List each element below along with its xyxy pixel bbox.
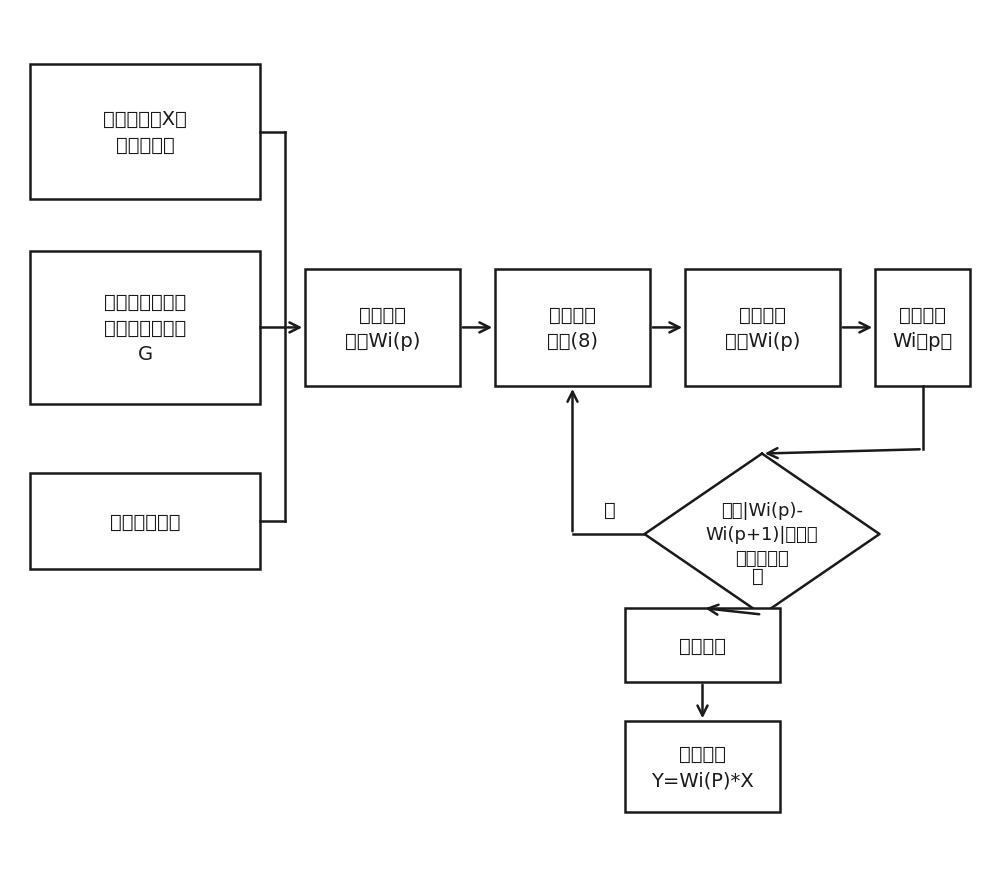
Text: 确定独立成分个
数、非线性函数
G: 确定独立成分个 数、非线性函数 G [104,293,186,363]
Bar [625,608,780,682]
Text: 分离矩阵
Wi（p）: 分离矩阵 Wi（p） [892,306,953,350]
Text: 初始化权
向量Wi(p): 初始化权 向量Wi(p) [345,306,420,350]
Bar [685,269,840,387]
Text: 否: 否 [604,501,615,520]
Bar [495,269,650,387]
Text: 是: 是 [752,567,763,585]
Bar [875,269,970,387]
Bar [30,65,260,200]
Bar [305,269,460,387]
Bar [625,721,780,813]
Bar [30,474,260,569]
Text: 设定收敛条件: 设定收敛条件 [110,512,180,531]
Text: 判断|Wi(p)-
Wi(p+1)|是否小
于收敛条件: 判断|Wi(p)- Wi(p+1)|是否小 于收敛条件 [706,501,818,567]
Text: 代入迭代
公式(8): 代入迭代 公式(8) [547,306,598,350]
Text: 对观测信号X中
心化、白化: 对观测信号X中 心化、白化 [103,110,187,155]
Text: 停止迭代: 停止迭代 [679,636,726,654]
Bar [30,252,260,404]
Text: 估计信号
Y=Wi(P)*X: 估计信号 Y=Wi(P)*X [651,745,754,789]
Text: 正交、归
一化Wi(p): 正交、归 一化Wi(p) [725,306,800,350]
